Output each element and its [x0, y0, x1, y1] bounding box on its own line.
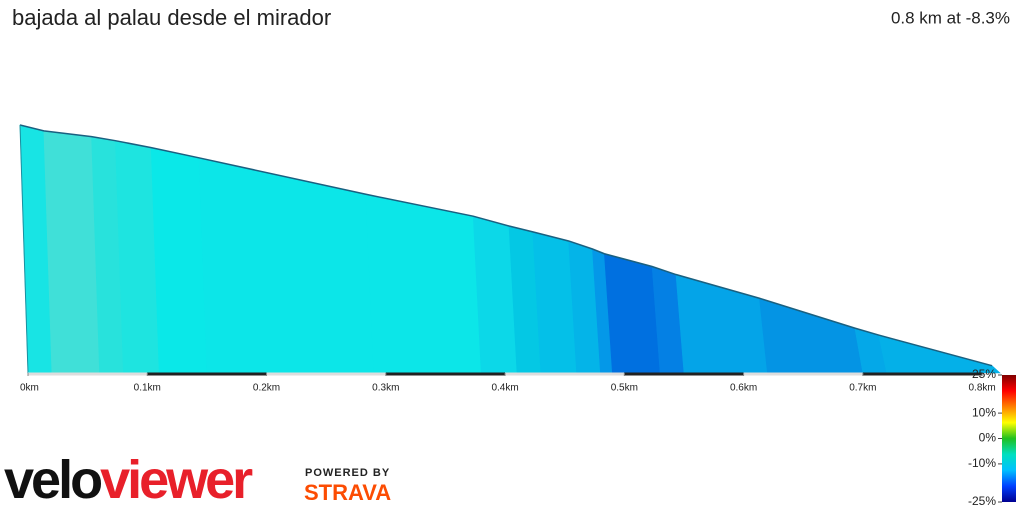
x-tick-label: 0.5km: [611, 383, 638, 394]
colorbar-label: 25%: [972, 367, 996, 381]
gradient-segment: [604, 253, 661, 374]
colorbar: [1002, 375, 1016, 502]
summary: 0.8 km at -8.3%: [891, 8, 1010, 27]
x-tick-label: 0.7km: [849, 383, 876, 394]
brand-logo: veloviewer: [4, 450, 253, 510]
brand-second: viewer: [100, 450, 253, 510]
x-tick-label: 0.3km: [372, 383, 399, 394]
x-tick-label: 0.1km: [134, 383, 161, 394]
colorbar-label: -25%: [968, 494, 996, 508]
profile-edge: [19, 124, 29, 374]
gradient-segment: [150, 147, 208, 374]
gradient-segment: [365, 193, 482, 374]
x-tick-label: 0.8km: [968, 383, 995, 394]
gradient-segment: [759, 297, 864, 374]
powered-by: POWERED BY: [305, 467, 390, 479]
colorbar-label: 0%: [979, 431, 997, 445]
colorbar-label: -10%: [968, 456, 996, 470]
profile-line: [19, 124, 993, 367]
x-tick-label: 0km: [20, 383, 39, 394]
brand-first: velo: [4, 450, 101, 510]
colorbar-label: 10%: [972, 405, 996, 419]
partner-logo: STRAVA: [304, 480, 391, 505]
x-tick-label: 0.2km: [253, 383, 280, 394]
gradient-segment: [675, 274, 768, 374]
x-tick-label: 0.4km: [491, 383, 518, 394]
x-tick-label: 0.6km: [730, 383, 757, 394]
title: bajada al palau desde el mirador: [12, 5, 331, 30]
gradient-segment: [43, 130, 100, 374]
